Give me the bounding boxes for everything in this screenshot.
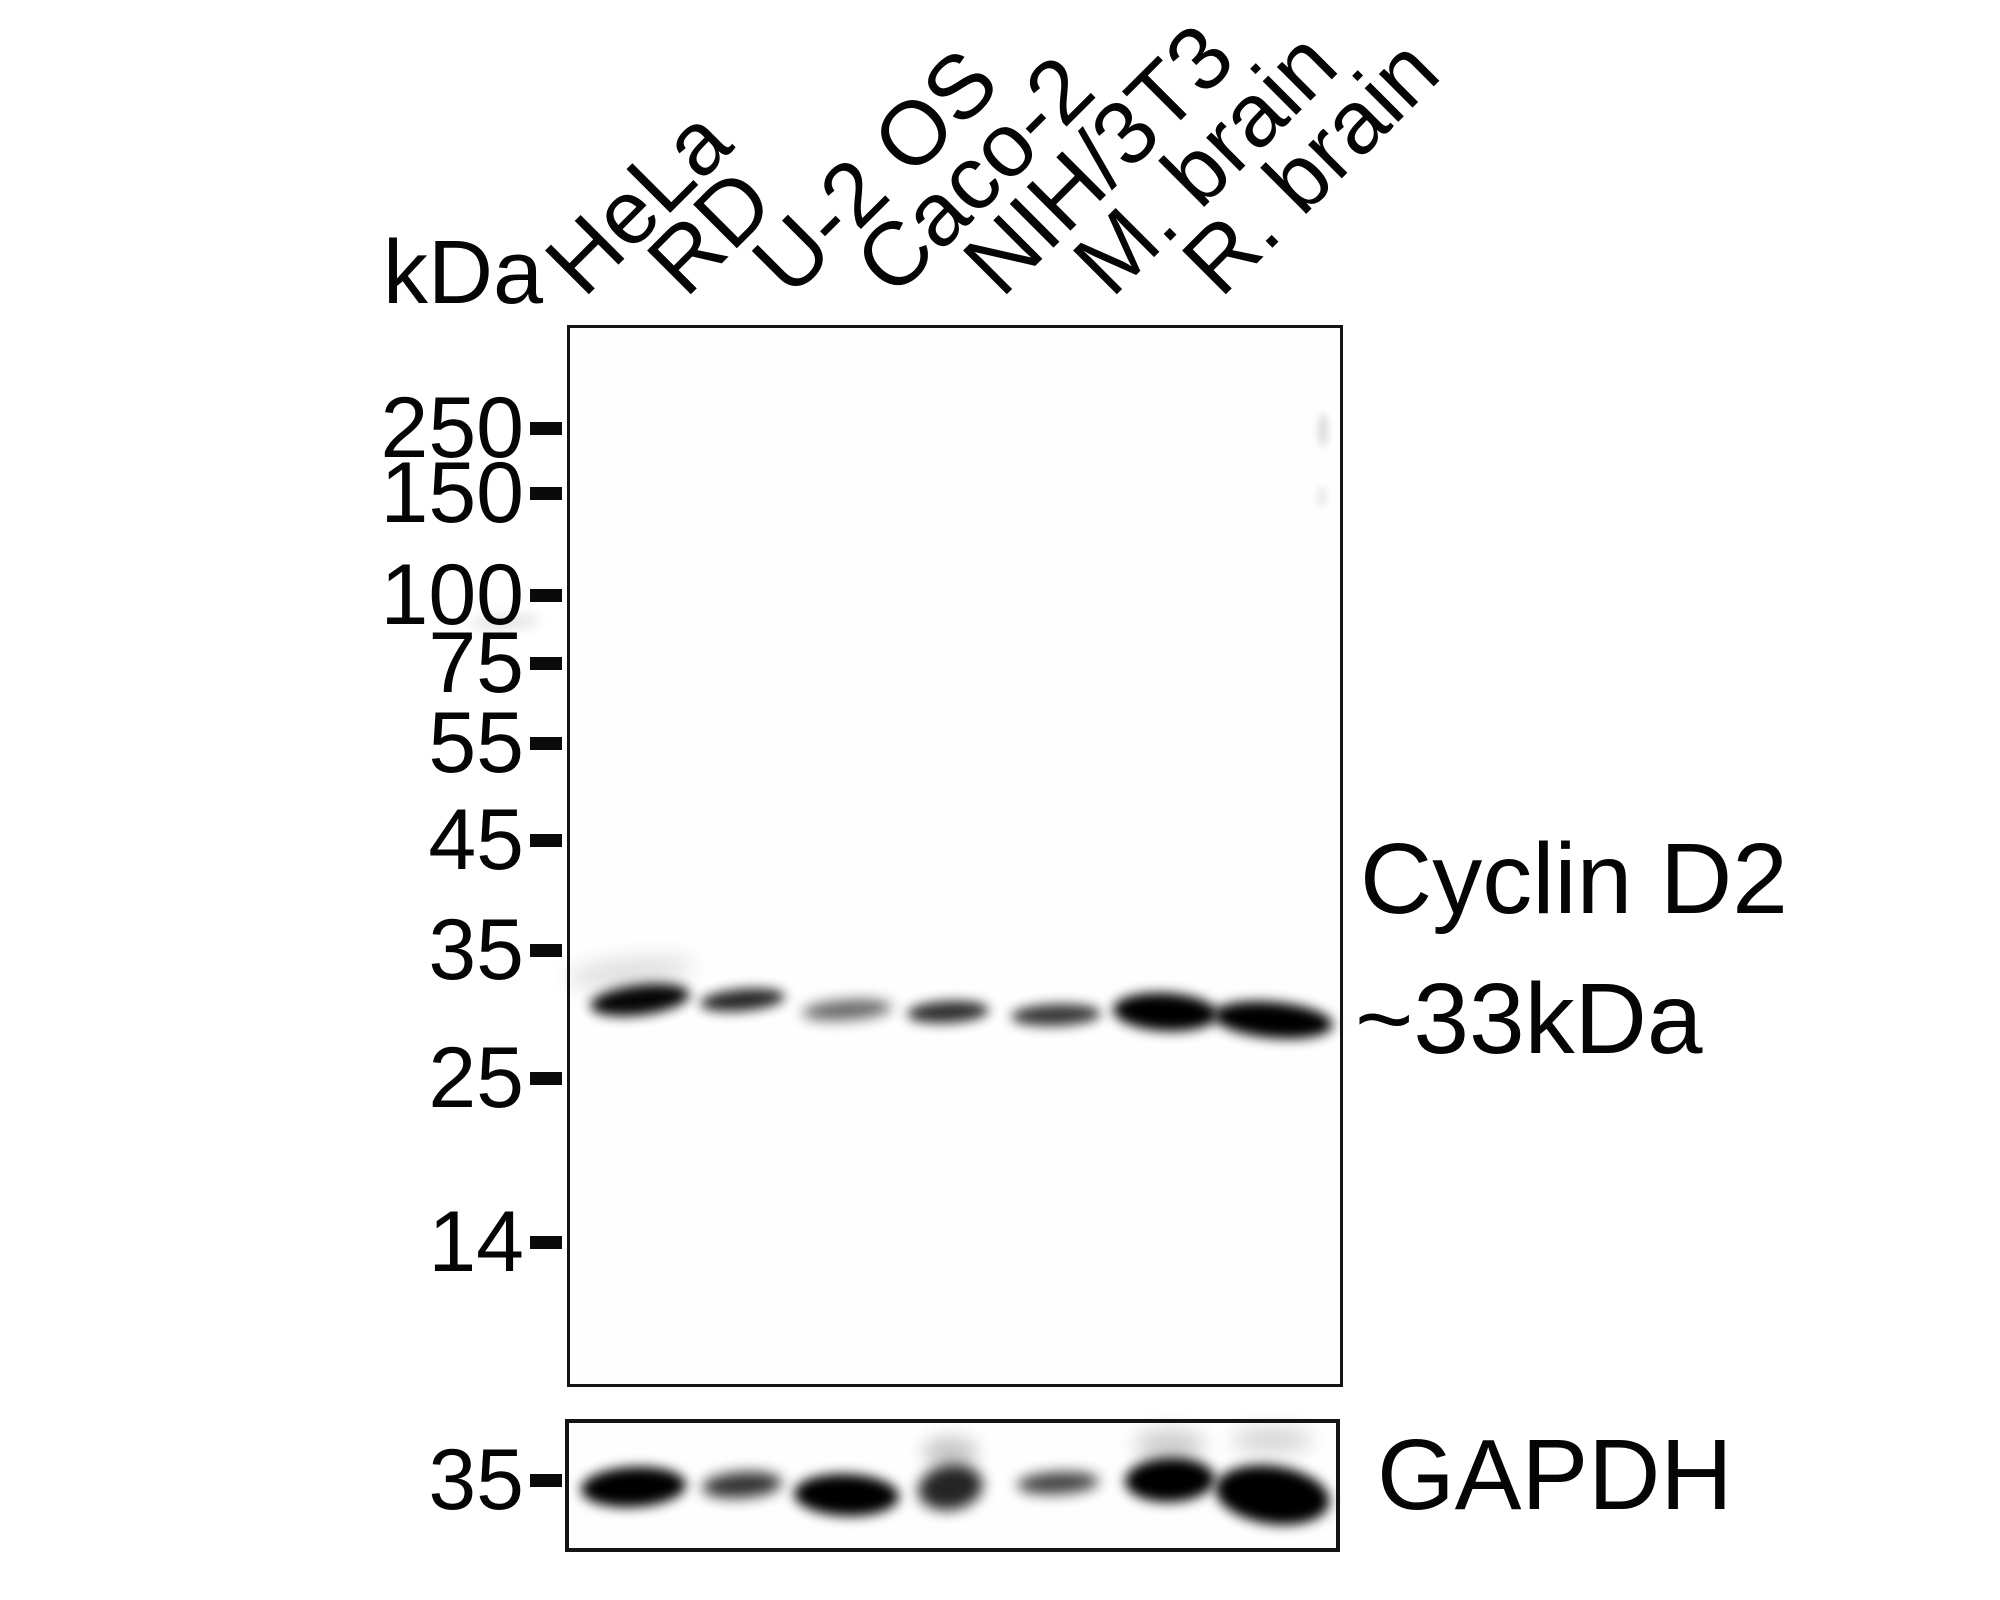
mw-marker-tick xyxy=(530,736,562,750)
mw-marker-tick xyxy=(530,1235,562,1249)
mw-marker-tick xyxy=(530,421,562,435)
mw-marker-row-250: 250 xyxy=(0,385,562,471)
mw-marker-row-14: 14 xyxy=(0,1199,562,1285)
mw-marker-row-gapdh-35: 35 xyxy=(0,1437,562,1523)
mw-marker-row-45: 45 xyxy=(0,797,562,883)
target-protein-label: Cyclin D2 xyxy=(1360,823,1788,935)
mw-marker-value: 35 xyxy=(428,1432,524,1528)
mw-marker-row-35: 35 xyxy=(0,907,562,993)
mw-marker-value: 35 xyxy=(428,902,524,998)
mw-marker-row-100: 100 xyxy=(0,552,562,638)
mw-marker-tick xyxy=(530,833,562,847)
mw-marker-value: 75 xyxy=(428,615,524,711)
mw-marker-tick xyxy=(530,486,562,500)
cyclin-d2-blot-panel xyxy=(567,325,1343,1387)
mw-marker-value: 25 xyxy=(428,1030,524,1126)
mw-marker-tick xyxy=(530,588,562,602)
mw-marker-value: 150 xyxy=(380,445,525,541)
mw-marker-value: 55 xyxy=(428,695,524,791)
mw-marker-value: 100 xyxy=(380,547,525,643)
mw-marker-row-25: 25 xyxy=(0,1035,562,1121)
background-smudge-5 xyxy=(922,1437,978,1467)
target-molecular-weight-label: ~33kDa xyxy=(1355,963,1703,1075)
mw-marker-tick xyxy=(530,656,562,670)
mw-marker-value: 14 xyxy=(428,1194,524,1290)
background-smudge-7 xyxy=(1232,1427,1312,1453)
mw-marker-tick xyxy=(530,1473,562,1487)
background-smudge-6 xyxy=(1135,1430,1205,1460)
mw-marker-value: 45 xyxy=(428,792,524,888)
mw-marker-value: 250 xyxy=(380,380,525,476)
mw-marker-tick xyxy=(530,1071,562,1085)
loading-control-label: GAPDH xyxy=(1377,1419,1733,1531)
mw-marker-row-150: 150 xyxy=(0,450,562,536)
kda-unit-label: kDa xyxy=(383,223,544,323)
mw-marker-tick xyxy=(530,943,562,957)
background-smudge-3 xyxy=(1318,413,1328,447)
mw-marker-row-55: 55 xyxy=(0,700,562,786)
background-smudge-4 xyxy=(1317,486,1327,508)
mw-marker-row-75: 75 xyxy=(0,620,562,706)
